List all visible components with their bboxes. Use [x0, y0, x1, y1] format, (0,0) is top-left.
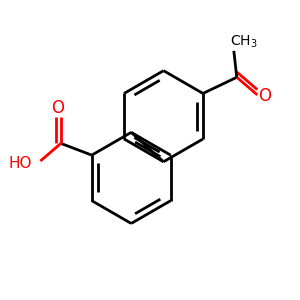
- Text: HO: HO: [8, 156, 32, 171]
- Text: CH$_3$: CH$_3$: [230, 34, 258, 50]
- Text: O: O: [258, 87, 271, 105]
- Text: O: O: [52, 99, 64, 117]
